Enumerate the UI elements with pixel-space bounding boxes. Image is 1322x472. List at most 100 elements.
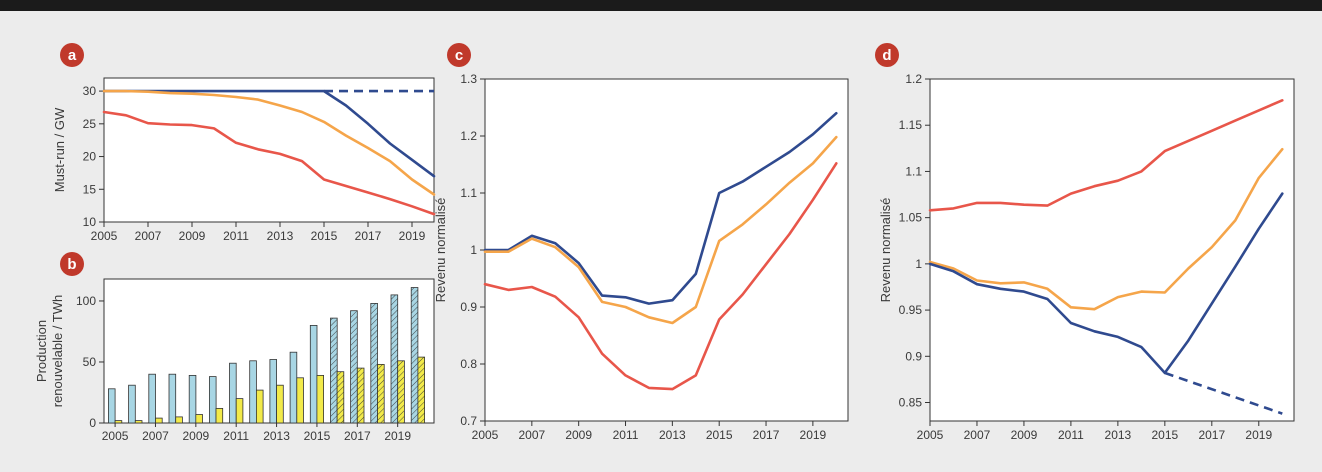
bar-bar_teal	[188, 374, 197, 424]
panel-badge-circle	[447, 43, 471, 67]
series-line-blue-dashed	[1164, 371, 1283, 415]
bar-bar_teal	[208, 376, 217, 424]
series-line-blue	[483, 111, 838, 305]
panel-badge-label: c	[455, 47, 463, 64]
x-tick-label: 2011	[613, 428, 639, 442]
x-tick-label: 2017	[355, 229, 382, 243]
x-tick-label: 2017	[1198, 428, 1225, 442]
series-line-blue	[928, 192, 1284, 375]
x-tick-label: 2013	[267, 229, 294, 243]
panel-c-plot-area	[484, 78, 849, 422]
x-tick-label: 2013	[659, 428, 686, 442]
bar-hatch-overlay	[330, 318, 338, 423]
series-line-red	[102, 110, 436, 216]
series-line-orange	[483, 135, 838, 325]
bar-hatch-overlay	[397, 360, 405, 423]
x-tick-label: 2005	[102, 429, 129, 443]
y-tick-label: 0.9	[460, 300, 477, 314]
bar-bar_yellow	[316, 374, 324, 424]
y-tick-label: 1.2	[460, 129, 477, 143]
x-tick-label: 2017	[753, 428, 780, 442]
x-tick-label: 2017	[344, 429, 371, 443]
x-tick-label: 2007	[142, 429, 169, 443]
panel-badge-label: a	[68, 47, 77, 64]
y-tick-label: 20	[83, 150, 97, 164]
x-tick-label: 2009	[565, 428, 592, 442]
y-tick-label: 1.1	[905, 164, 922, 178]
y-tick-label: 100	[76, 294, 96, 308]
x-tick-label: 2019	[399, 229, 426, 243]
panel-b-badge: b	[60, 252, 84, 276]
panel-a-plot-area	[103, 77, 435, 223]
x-tick-label: 2009	[179, 229, 206, 243]
y-axis-label: Revenu normalisé	[878, 198, 893, 303]
y-axis-label-line: renouvelable / TWh	[50, 295, 65, 408]
x-tick-label: 2015	[311, 229, 338, 243]
y-tick-label: 0.95	[899, 303, 923, 317]
panel-c-badge: c	[447, 43, 471, 67]
bar-hatch-overlay	[411, 287, 418, 423]
y-tick-label: 0.8	[460, 357, 477, 371]
bar-bar_teal	[108, 388, 116, 424]
panel-badge-label: d	[882, 47, 891, 64]
bar-bar_yellow	[195, 414, 203, 424]
bar-bar_teal	[148, 373, 156, 424]
x-tick-label: 2007	[964, 428, 991, 442]
bar-hatch-overlay	[350, 310, 358, 423]
series-line-orange	[928, 147, 1284, 311]
y-axis-label: Revenu normalisé	[433, 198, 448, 303]
bar-bar_teal	[269, 359, 277, 424]
bar-bar_yellow	[215, 407, 224, 424]
y-tick-label: 0.85	[899, 396, 923, 410]
panel-a-badge: a	[60, 43, 84, 67]
panel-badge-label: b	[67, 256, 76, 273]
y-axis-label: Must-run / GW	[52, 107, 67, 192]
y-tick-label: 1.05	[899, 211, 923, 225]
series-line-red	[483, 162, 838, 391]
x-tick-label: 2011	[1058, 428, 1084, 442]
x-tick-label: 2019	[1245, 428, 1272, 442]
bar-bar_teal	[289, 351, 298, 424]
x-tick-label: 2009	[182, 429, 209, 443]
x-tick-label: 2005	[91, 229, 118, 243]
bar-bar_yellow	[114, 420, 123, 424]
x-tick-label: 2013	[1105, 428, 1132, 442]
y-tick-label: 50	[83, 355, 97, 369]
series-line-red	[928, 99, 1284, 212]
x-tick-label: 2007	[518, 428, 545, 442]
bar-bar_teal	[168, 373, 177, 424]
panel-badge-circle	[60, 43, 84, 67]
bar-bar_yellow	[155, 417, 163, 424]
x-tick-label: 2015	[1151, 428, 1178, 442]
series-line-orange	[102, 89, 436, 196]
bar-bar_yellow	[175, 416, 183, 424]
y-tick-label: 30	[83, 84, 97, 98]
y-tick-label: 0.9	[905, 349, 922, 363]
y-tick-label: 1.1	[460, 186, 477, 200]
y-tick-label: 25	[83, 117, 97, 131]
y-tick-label: 0.7	[460, 414, 477, 428]
bar-hatch-overlay	[357, 368, 364, 423]
bar-bar_teal	[229, 362, 237, 424]
bar-hatch-overlay	[377, 364, 385, 423]
y-tick-label: 0	[89, 416, 96, 430]
x-tick-label: 2011	[223, 229, 249, 243]
panel-badge-circle	[875, 43, 899, 67]
top-banner-bar	[0, 0, 1322, 11]
x-tick-label: 2009	[1011, 428, 1038, 442]
y-tick-label: 1	[470, 243, 477, 257]
bar-bar_yellow	[134, 420, 143, 424]
panel-badge-circle	[60, 252, 84, 276]
y-tick-label: 1.3	[460, 72, 477, 86]
x-tick-label: 2007	[135, 229, 162, 243]
y-tick-label: 1.15	[899, 118, 923, 132]
x-tick-label: 2019	[384, 429, 411, 443]
x-tick-label: 2005	[917, 428, 944, 442]
bar-bar_yellow	[296, 377, 304, 424]
y-tick-label: 1.2	[905, 72, 922, 86]
bar-bar_teal	[309, 324, 318, 424]
bar-hatch-overlay	[337, 371, 344, 423]
x-tick-label: 2015	[706, 428, 733, 442]
bar-bar_teal	[249, 360, 257, 424]
